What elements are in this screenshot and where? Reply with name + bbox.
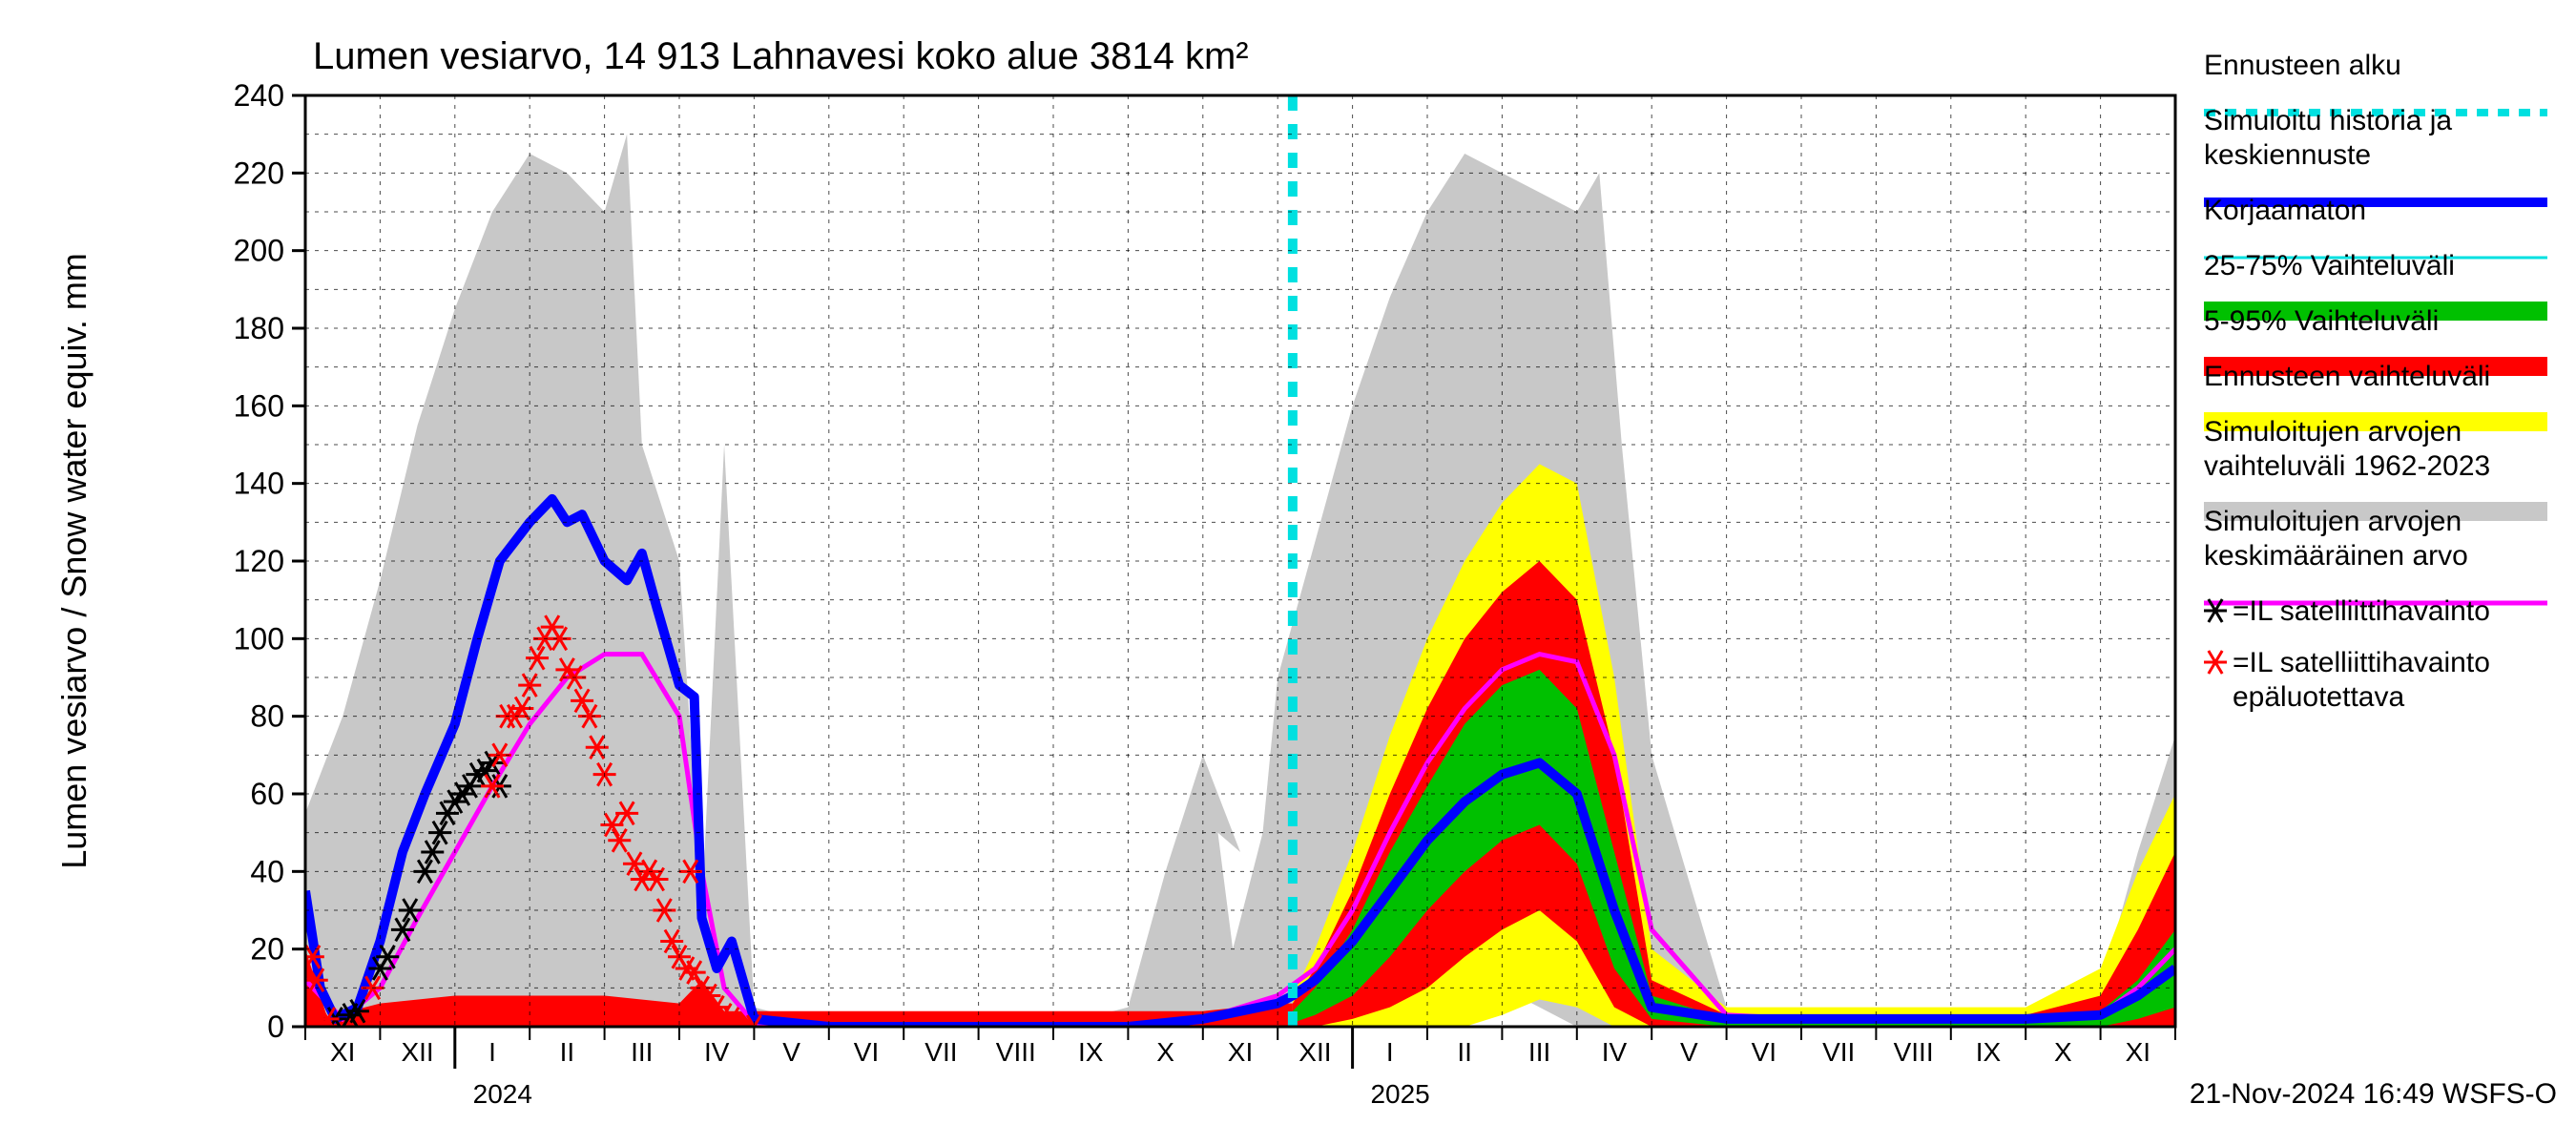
month-label: VII [924, 1037, 957, 1067]
year-label: 2025 [1370, 1079, 1429, 1109]
legend-label: 25-75% Vaihteluväli [2204, 250, 2455, 281]
month-label: IX [1976, 1037, 2002, 1067]
y-tick-label: 120 [234, 544, 284, 578]
month-label: XII [401, 1037, 433, 1067]
month-label: XI [330, 1037, 355, 1067]
month-label: VIII [1894, 1037, 1934, 1067]
month-label: XII [1298, 1037, 1331, 1067]
month-label: I [1386, 1037, 1394, 1067]
legend-label: epäluotettava [2233, 681, 2404, 713]
y-tick-label: 80 [250, 699, 284, 734]
month-label: X [2054, 1037, 2072, 1067]
month-label: II [560, 1037, 575, 1067]
y-tick-label: 100 [234, 621, 284, 656]
month-label: VI [1752, 1037, 1776, 1067]
legend-label: keskiennuste [2204, 139, 2371, 171]
month-label: VI [854, 1037, 879, 1067]
chart-title: Lumen vesiarvo, 14 913 Lahnavesi koko al… [313, 35, 1249, 77]
month-label: IV [704, 1037, 730, 1067]
y-tick-label: 200 [234, 234, 284, 268]
month-label: VIII [996, 1037, 1036, 1067]
y-tick-label: 0 [267, 1010, 284, 1044]
year-label: 2024 [473, 1079, 532, 1109]
legend-label: Simuloitu historia ja [2204, 105, 2452, 136]
month-label: III [1528, 1037, 1550, 1067]
legend-label: Simuloitujen arvojen [2204, 416, 2462, 448]
y-tick-label: 160 [234, 388, 284, 423]
legend-label: 5-95% Vaihteluväli [2204, 305, 2439, 337]
legend-label: Ennusteen alku [2204, 50, 2401, 81]
legend-label: =IL satelliittihavainto [2233, 647, 2490, 678]
y-tick-label: 220 [234, 156, 284, 190]
month-label: XI [1228, 1037, 1253, 1067]
month-label: V [1680, 1037, 1698, 1067]
y-tick-label: 60 [250, 777, 284, 811]
month-label: V [782, 1037, 800, 1067]
timestamp: 21-Nov-2024 16:49 WSFS-O [2190, 1078, 2557, 1110]
month-label: VII [1822, 1037, 1855, 1067]
chart-container: { "title": "Lumen vesiarvo, 14 913 Lahna… [0, 0, 2576, 1145]
month-label: III [631, 1037, 653, 1067]
month-label: IV [1602, 1037, 1628, 1067]
month-label: I [488, 1037, 496, 1067]
y-tick-label: 40 [250, 854, 284, 888]
month-label: II [1457, 1037, 1472, 1067]
legend-label: Ennusteen vaihteluväli [2204, 361, 2490, 392]
y-axis-label: Lumen vesiarvo / Snow water equiv. mm [54, 253, 93, 869]
chart-svg: 020406080100120140160180200220240XIXIIII… [0, 0, 2576, 1145]
legend-label: Korjaamaton [2204, 195, 2366, 226]
y-tick-label: 180 [234, 311, 284, 345]
y-tick-label: 140 [234, 467, 284, 501]
month-label: XI [2126, 1037, 2150, 1067]
y-tick-label: 20 [250, 932, 284, 967]
legend-label: keskimääräinen arvo [2204, 540, 2468, 572]
month-label: IX [1078, 1037, 1104, 1067]
legend-label: vaihteluväli 1962-2023 [2204, 450, 2490, 482]
month-label: X [1156, 1037, 1174, 1067]
legend-label: =IL satelliittihavainto [2233, 595, 2490, 627]
y-tick-label: 240 [234, 78, 284, 113]
legend-label: Simuloitujen arvojen [2204, 506, 2462, 537]
